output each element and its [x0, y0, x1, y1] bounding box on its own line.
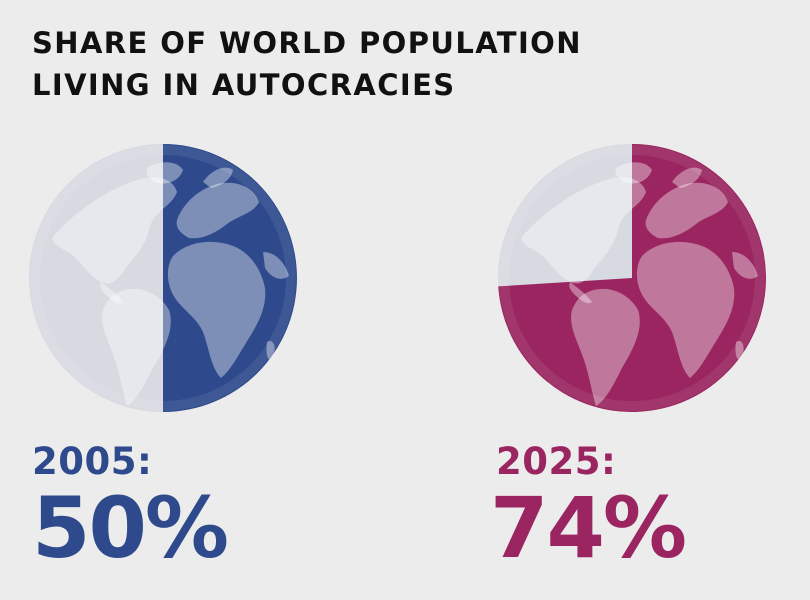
globe-shading — [30, 145, 296, 411]
continent-shape — [100, 282, 123, 304]
share-value-2005: 50% — [32, 479, 229, 577]
chart-title-line-1: SHARE OF WORLD POPULATION — [32, 26, 582, 60]
continent-shape — [263, 252, 289, 279]
continent-shape — [146, 162, 183, 184]
globe-icon — [498, 144, 766, 412]
globe-icon — [29, 144, 297, 412]
continent-shape — [52, 177, 177, 284]
year-label-2025: 2025: — [496, 440, 617, 483]
continent-shape — [266, 340, 275, 361]
continent-shape — [735, 340, 744, 361]
continents — [521, 162, 758, 406]
chart-title: SHARE OF WORLD POPULATION LIVING IN AUTO… — [32, 22, 582, 106]
globe-chart-2005 — [27, 142, 299, 414]
year-label-2005: 2005: — [32, 440, 153, 483]
continent-shape — [569, 282, 592, 304]
continent-shape — [645, 182, 728, 239]
continent-shape — [732, 252, 758, 279]
share-wedge — [498, 144, 766, 412]
chart-title-line-2: LIVING IN AUTOCRACIES — [32, 68, 456, 102]
continent-shape — [672, 167, 702, 188]
globe-chart-2025 — [496, 142, 768, 414]
share-wedge — [163, 144, 297, 412]
continent-shape — [636, 241, 735, 378]
continent-shape — [203, 167, 233, 188]
continent-shape — [167, 241, 266, 378]
globe-shading — [499, 145, 765, 411]
share-value-2025: 74% — [490, 479, 687, 577]
continent-shape — [102, 288, 171, 406]
continent-shape — [615, 162, 652, 184]
continents — [52, 162, 289, 406]
continent-shape — [571, 288, 640, 406]
continent-shape — [521, 177, 646, 284]
continent-shape — [176, 182, 259, 239]
